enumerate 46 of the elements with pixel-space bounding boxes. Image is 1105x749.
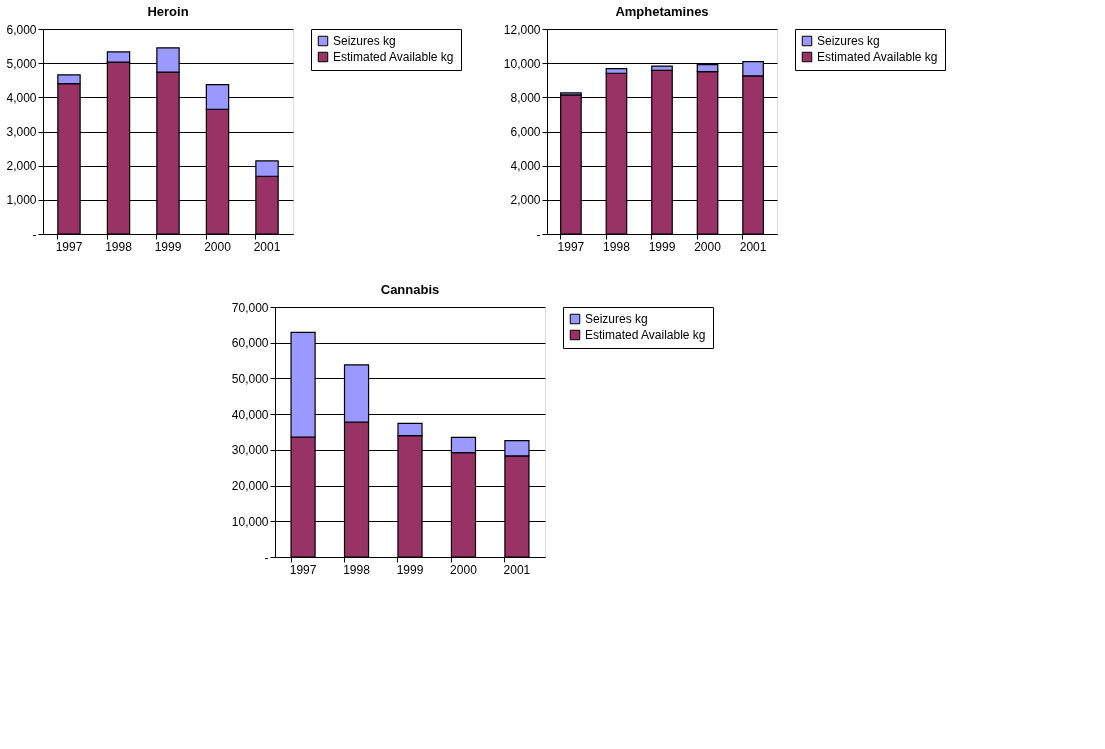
y-tick-label: 30,000 (231, 443, 269, 458)
x-tick-label: 2000 (204, 239, 232, 254)
y-tick-label: 6,000 (6, 22, 37, 37)
y-tick-label: 40,000 (231, 407, 269, 422)
x-tick-label: 2000 (694, 239, 722, 254)
x-tick-label: 2001 (253, 239, 281, 254)
chart-title: Amphetamines (615, 4, 709, 19)
y-tick-label: 4,000 (6, 90, 37, 105)
x-tick-label: 1998 (105, 239, 133, 254)
legend-label: Seizures kg (333, 34, 396, 48)
y-tick-label: 12,000 (503, 22, 541, 37)
chart-title: Heroin (147, 4, 189, 19)
y-tick-label: - (536, 227, 541, 242)
x-tick-label: 1998 (603, 239, 631, 254)
x-tick-label: 1997 (557, 239, 585, 254)
legend-label: Estimated Available kg (585, 328, 706, 342)
y-tick-label: 2,000 (510, 193, 541, 208)
y-tick-label: 1,000 (6, 193, 37, 208)
y-tick-label: 10,000 (231, 514, 269, 529)
x-tick-label: 1997 (55, 239, 83, 254)
chart-title: Cannabis (380, 282, 440, 297)
y-tick-label: 20,000 (231, 479, 269, 494)
x-tick-label: 1999 (648, 239, 676, 254)
y-tick-label: 4,000 (510, 159, 541, 174)
x-tick-label: 2001 (503, 562, 531, 577)
y-tick-label: 70,000 (231, 300, 269, 315)
y-tick-label: 50,000 (231, 371, 269, 386)
y-tick-label: - (264, 550, 269, 565)
y-tick-label: 5,000 (6, 56, 37, 71)
x-tick-label: 1999 (396, 562, 424, 577)
y-tick-label: 8,000 (510, 90, 541, 105)
legend-label: Estimated Available kg (817, 50, 938, 64)
x-tick-label: 1998 (343, 562, 371, 577)
y-tick-label: 3,000 (6, 125, 37, 139)
legend-label: Seizures kg (585, 312, 648, 326)
x-tick-label: 1999 (154, 239, 182, 254)
x-tick-label: 2001 (739, 239, 767, 254)
y-tick-label: 2,000 (6, 159, 37, 174)
x-tick-label: 2000 (450, 562, 478, 577)
y-tick-label: 10,000 (503, 56, 541, 71)
legend-label: Seizures kg (817, 34, 880, 48)
y-tick-label: 60,000 (231, 336, 269, 351)
x-tick-label: 1997 (289, 562, 317, 577)
y-tick-label: - (32, 227, 37, 242)
y-tick-label: 6,000 (510, 125, 541, 139)
legend-label: Estimated Available kg (333, 50, 454, 64)
